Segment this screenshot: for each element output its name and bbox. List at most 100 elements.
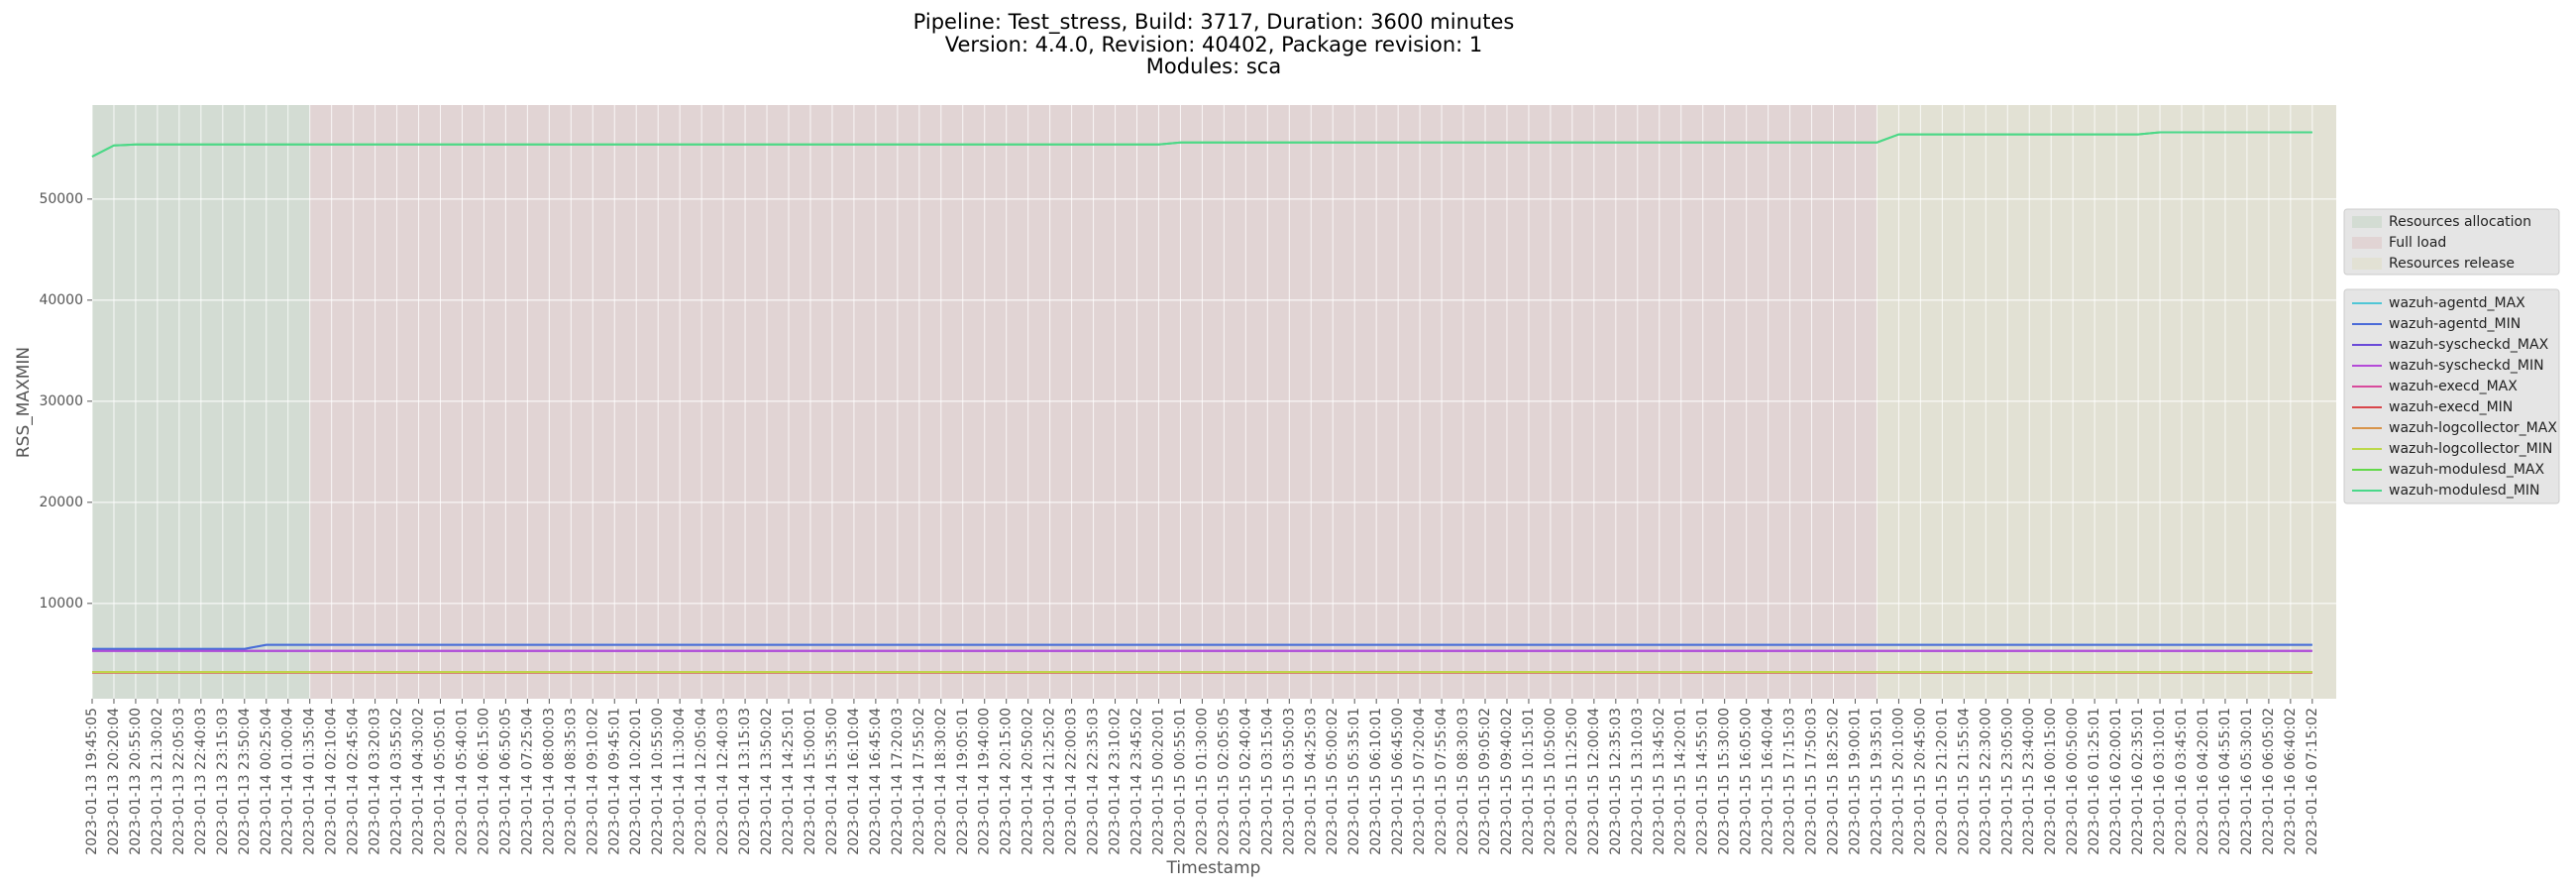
x-tick-label: 2023-01-16 06:05:02 (2261, 708, 2277, 855)
x-tick-label: 2023-01-16 03:10:01 (2152, 708, 2168, 855)
x-tick-label: 2023-01-14 09:45:01 (606, 708, 622, 855)
x-tick-label: 2023-01-13 23:50:04 (237, 708, 253, 855)
x-tick-label: 2023-01-14 00:25:04 (259, 708, 274, 855)
x-tick-label: 2023-01-14 22:00:03 (1064, 708, 1080, 855)
x-tick-label: 2023-01-14 14:25:01 (781, 708, 797, 855)
x-tick-label: 2023-01-15 16:40:04 (1761, 708, 1776, 855)
x-tick-label: 2023-01-15 12:00:04 (1586, 708, 1602, 855)
series-line (91, 131, 2312, 158)
x-tick-label: 2023-01-14 02:45:04 (346, 708, 362, 855)
legend-label: wazuh-execd_MAX (2389, 379, 2518, 394)
x-tick-label: 2023-01-15 00:55:01 (1172, 708, 1188, 855)
x-tick-label: 2023-01-14 15:35:00 (824, 708, 840, 855)
x-tick-label: 2023-01-15 07:20:04 (1412, 708, 1428, 855)
x-tick-label: 2023-01-14 03:20:03 (368, 708, 383, 855)
y-tick-label: 50000 (39, 191, 83, 207)
x-tick-label: 2023-01-15 12:35:03 (1608, 708, 1624, 855)
x-tick-label: 2023-01-13 23:15:03 (215, 708, 231, 855)
x-tick-label: 2023-01-14 19:05:01 (955, 708, 971, 855)
x-tick-label: 2023-01-16 03:45:01 (2174, 708, 2190, 855)
x-tick-label: 2023-01-14 04:30:02 (411, 708, 427, 855)
y-tick-label: 40000 (39, 292, 83, 308)
x-tick-label: 2023-01-14 18:30:02 (933, 708, 949, 855)
legend-swatch (2352, 216, 2382, 228)
legend-label: Full load (2389, 235, 2446, 251)
x-tick-label: 2023-01-14 10:55:00 (650, 708, 666, 855)
x-tick-label: 2023-01-16 05:30:01 (2239, 708, 2255, 855)
x-tick-label: 2023-01-16 00:15:00 (2043, 708, 2059, 855)
x-tick-label: 2023-01-16 04:55:01 (2217, 708, 2233, 855)
x-axis-label: Timestamp (1166, 858, 1261, 878)
x-tick-label: 2023-01-14 08:00:03 (541, 708, 557, 855)
x-tick-label: 2023-01-13 20:55:00 (128, 708, 144, 855)
x-tick-label: 2023-01-14 08:35:03 (563, 708, 579, 855)
x-tick-label: 2023-01-15 20:45:00 (1912, 708, 1928, 855)
x-tick-label: 2023-01-15 04:25:03 (1303, 708, 1319, 855)
x-tick-label: 2023-01-14 20:50:02 (1020, 708, 1036, 855)
x-tick-label: 2023-01-14 01:00:04 (280, 708, 296, 855)
legend-label: wazuh-agentd_MIN (2389, 316, 2521, 332)
x-tick-label: 2023-01-14 06:15:00 (476, 708, 491, 855)
x-tick-label: 2023-01-16 02:35:01 (2130, 708, 2146, 855)
x-tick-label: 2023-01-13 20:20:04 (106, 708, 122, 855)
x-tick-label: 2023-01-15 03:50:03 (1281, 708, 1297, 855)
chart-title: Modules: sca (1146, 55, 1281, 78)
x-tick-label: 2023-01-16 04:20:01 (2196, 708, 2211, 855)
legend-label: wazuh-modulesd_MIN (2389, 483, 2540, 499)
legend-label: wazuh-agentd_MAX (2389, 295, 2525, 311)
x-tick-label: 2023-01-15 13:10:03 (1630, 708, 1646, 855)
x-tick-label: 2023-01-15 21:20:01 (1934, 708, 1950, 855)
x-tick-label: 2023-01-14 13:50:02 (759, 708, 775, 855)
x-tick-label: 2023-01-15 02:40:04 (1237, 708, 1253, 855)
legend-label: Resources allocation (2389, 214, 2531, 230)
x-tick-label: 2023-01-13 22:05:03 (171, 708, 187, 855)
x-tick-label: 2023-01-14 17:55:02 (912, 708, 927, 855)
chart-title: Pipeline: Test_stress, Build: 3717, Dura… (913, 10, 1515, 35)
x-tick-label: 2023-01-14 01:35:04 (302, 708, 318, 855)
x-tick-label: 2023-01-14 05:05:01 (433, 708, 449, 855)
x-tick-label: 2023-01-15 23:40:00 (2021, 708, 2037, 855)
x-tick-label: 2023-01-14 21:25:02 (1042, 708, 1058, 855)
legend-label: wazuh-logcollector_MAX (2389, 420, 2557, 436)
y-tick-label: 30000 (39, 393, 83, 409)
x-tick-label: 2023-01-14 07:25:04 (519, 708, 535, 855)
x-tick-label: 2023-01-14 13:15:03 (737, 708, 753, 855)
x-tick-label: 2023-01-15 09:05:02 (1477, 708, 1493, 855)
series-line (92, 643, 2312, 650)
x-tick-label: 2023-01-14 02:10:04 (324, 708, 340, 855)
x-tick-label: 2023-01-14 22:35:03 (1086, 708, 1102, 855)
x-tick-label: 2023-01-14 09:10:02 (585, 708, 600, 855)
x-tick-label: 2023-01-15 03:15:04 (1259, 708, 1275, 855)
legend-swatch (2352, 258, 2382, 270)
x-tick-label: 2023-01-15 08:30:03 (1455, 708, 1471, 855)
x-tick-label: 2023-01-15 19:35:01 (1869, 708, 1884, 855)
legend-label: wazuh-modulesd_MAX (2389, 462, 2544, 478)
x-tick-label: 2023-01-15 02:05:05 (1216, 708, 1232, 855)
x-tick-label: 2023-01-15 05:35:01 (1346, 708, 1362, 855)
x-tick-label: 2023-01-15 09:40:02 (1499, 708, 1515, 855)
phase-span (1877, 105, 2336, 699)
legend-label: wazuh-syscheckd_MAX (2389, 337, 2549, 353)
x-tick-label: 2023-01-14 15:00:01 (803, 708, 818, 855)
x-tick-label: 2023-01-14 10:20:01 (628, 708, 644, 855)
legend-box (2343, 288, 2560, 504)
x-tick-label: 2023-01-14 17:20:03 (890, 708, 906, 855)
x-tick-label: 2023-01-15 21:55:04 (1956, 708, 1972, 855)
x-tick-label: 2023-01-13 22:40:03 (193, 708, 209, 855)
x-tick-label: 2023-01-16 06:40:02 (2283, 708, 2299, 855)
x-tick-label: 2023-01-14 23:45:02 (1129, 708, 1145, 855)
x-tick-label: 2023-01-14 20:15:00 (999, 708, 1015, 855)
x-tick-label: 2023-01-15 14:20:01 (1673, 708, 1689, 855)
x-tick-label: 2023-01-16 02:00:01 (2108, 708, 2124, 855)
x-tick-label: 2023-01-15 16:05:00 (1739, 708, 1755, 855)
legend-label: Resources release (2389, 256, 2515, 272)
x-tick-label: 2023-01-16 00:50:00 (2065, 708, 2081, 855)
x-tick-label: 2023-01-15 11:25:00 (1564, 708, 1580, 855)
chart-title: Version: 4.4.0, Revision: 40402, Package… (945, 33, 1483, 56)
y-tick-label: 10000 (39, 596, 83, 612)
legend-label: wazuh-execd_MIN (2389, 399, 2513, 415)
x-tick-label: 2023-01-14 11:30:04 (672, 708, 688, 855)
x-tick-label: 2023-01-14 06:50:05 (497, 708, 513, 855)
legend-label: wazuh-syscheckd_MIN (2389, 358, 2544, 374)
